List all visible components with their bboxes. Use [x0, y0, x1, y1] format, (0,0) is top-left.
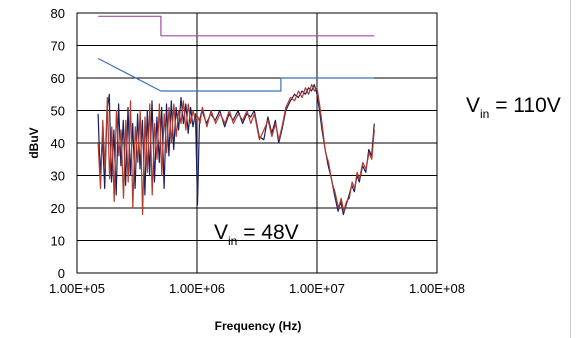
y-tick-label: 60	[51, 71, 65, 86]
tick-labels: 0 10 20 30 40 50 60 70 80 1.00E+05 1.00E+06 1.00E+0…	[49, 6, 465, 296]
x-tick-label: 1.00E+05	[49, 281, 105, 296]
x-tick-label: 1.00E+07	[289, 281, 345, 296]
x-tick-label: 1.00E+06	[169, 281, 225, 296]
annotation-vin-48-rest: = 48V	[237, 221, 298, 244]
y-tick-label: 20	[51, 201, 65, 216]
grid-lines	[76, 12, 438, 274]
x-axis-title: Frequency (Hz)	[215, 319, 302, 333]
y-tick-label: 30	[51, 169, 65, 184]
y-tick-label: 70	[51, 39, 65, 54]
annotation-vin-110-v: V	[466, 94, 480, 117]
series-vin_48	[97, 83, 375, 216]
plot-series	[97, 15, 375, 216]
annotation-vin-48: Vin = 48V	[214, 221, 299, 248]
y-tick-label: 50	[51, 104, 65, 119]
series-limit_qp	[98, 15, 375, 37]
page-edge-rule	[570, 0, 571, 338]
y-tick-label: 0	[58, 266, 65, 281]
series-vin_110	[97, 83, 375, 216]
annotation-vin-110-rest: = 110V	[489, 94, 560, 117]
series-limit_avg	[97, 57, 375, 92]
plot-frame	[76, 12, 438, 274]
y-tick-label: 40	[51, 136, 65, 151]
annotation-vin-110: Vin = 110V	[466, 94, 561, 121]
annotation-vin-110-sub: in	[480, 107, 489, 121]
y-axis-title: dBuV	[27, 127, 41, 158]
annotation-vin-48-v: V	[214, 221, 228, 244]
y-tick-label: 80	[51, 6, 65, 21]
y-tick-label: 10	[51, 234, 65, 249]
annotation-vin-48-sub: in	[228, 234, 237, 248]
x-tick-label: 1.00E+08	[409, 281, 465, 296]
